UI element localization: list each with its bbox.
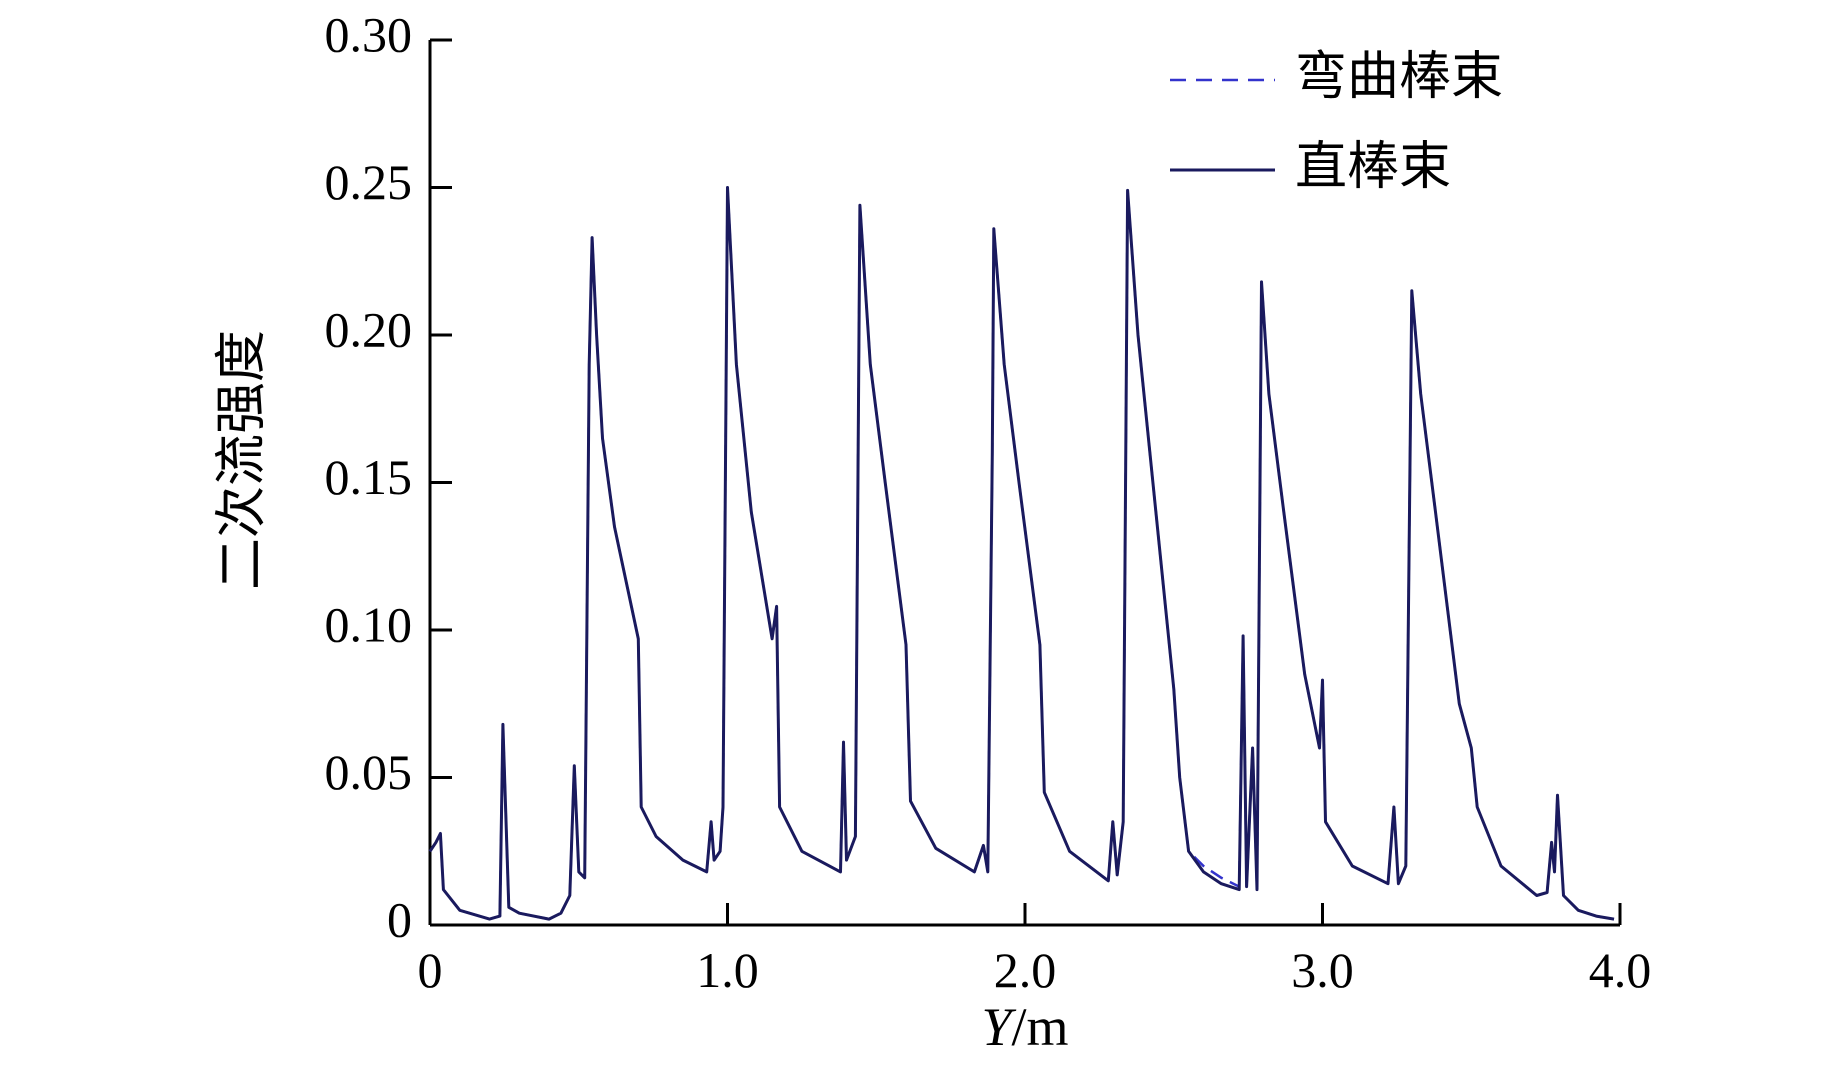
y-tick-label: 0.05 (325, 744, 413, 800)
y-tick-label: 0.25 (325, 154, 413, 210)
x-axis-label-unit: /m (1012, 997, 1069, 1057)
x-tick-label: 4.0 (1589, 942, 1652, 998)
x-axis-label-variable: Y (981, 997, 1016, 1057)
x-ticks: 0 1.0 2.0 3.0 4.0 (418, 903, 1652, 998)
x-axis-label: Y/m (981, 997, 1068, 1057)
y-axis-label: 二次流强度 (212, 330, 272, 590)
x-tick-label: 2.0 (994, 942, 1057, 998)
legend: 弯曲棒束 直棒束 (1170, 47, 1503, 197)
x-tick-label: 3.0 (1291, 942, 1354, 998)
y-ticks: 0 0.05 0.10 0.15 0.20 0.25 0.30 (325, 6, 452, 947)
y-tick-label: 0 (387, 891, 412, 947)
x-tick-label: 0 (418, 942, 443, 998)
series-line-curved-bundle (428, 186, 1615, 921)
legend-label-curved: 弯曲棒束 (1295, 47, 1503, 107)
legend-label-straight: 直棒束 (1295, 137, 1451, 197)
y-tick-label: 0.20 (325, 301, 413, 357)
y-tick-label: 0.30 (325, 6, 413, 62)
series-line-straight-bundle (428, 186, 1615, 921)
y-tick-label: 0.15 (325, 449, 413, 505)
series-layer (428, 186, 1615, 921)
y-tick-label: 0.10 (325, 596, 413, 652)
x-tick-label: 1.0 (696, 942, 759, 998)
